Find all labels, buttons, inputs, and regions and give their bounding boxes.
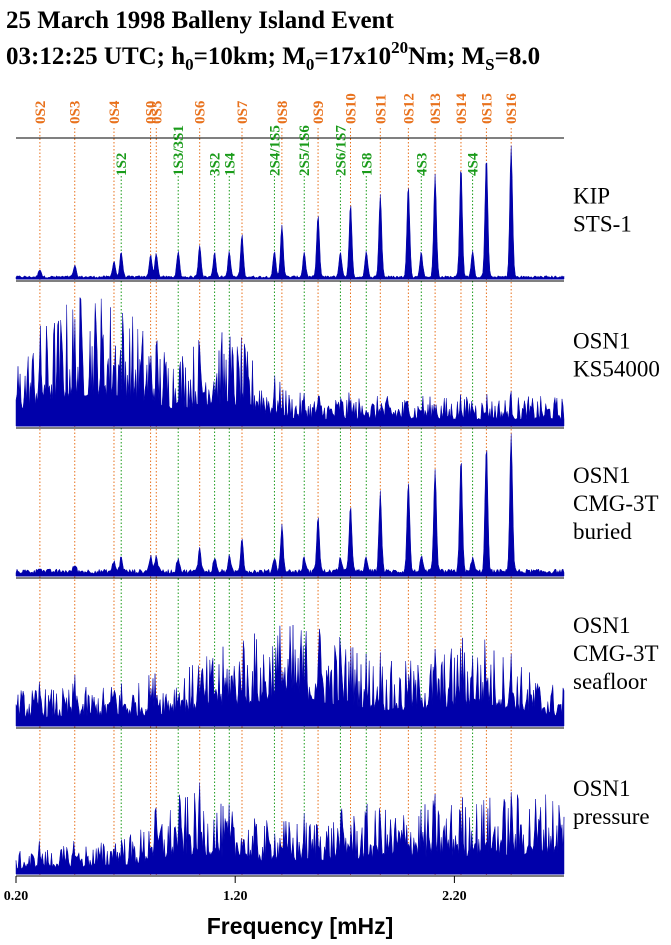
mode-label-1s4: 1S4 [222,152,238,176]
mode-label-1s3-3s1: 1S3/3S1 [171,125,187,176]
spectrum-buried [15,433,565,577]
mode-label-4s3: 4S3 [414,153,430,176]
panel-ks54000: OSN1 KS54000 [15,280,660,427]
panel-label-buried: buried [573,519,632,544]
mode-label-0s8: 0S8 [275,101,291,124]
mode-label-0s4: 0S4 [107,100,123,124]
panel-label-pressure: pressure [573,804,650,829]
mode-label-0s14: 0S14 [454,93,470,124]
x-tick-label: 2.20 [442,889,467,904]
spectrum-kip [15,145,565,280]
mode-label-1s2: 1S2 [114,153,130,176]
mode-label-0s13: 0S13 [428,93,444,124]
panel-label-ks54000: OSN1 [573,329,631,354]
x-axis: 0.20 1.20 2.20 [4,876,467,904]
panel-label-buried: CMG-3T [573,491,659,516]
mode-label-0s5: 0S5 [149,101,165,124]
panel-kip: KIP STS-1 [15,137,632,280]
mode-label-0s7: 0S7 [235,100,251,124]
mode-lines [39,128,512,876]
panel-pressure: OSN1 pressure [15,727,650,875]
panel-label-pressure: OSN1 [573,776,631,801]
spectrum-pressure [15,782,565,875]
panel-label-buried: OSN1 [573,463,631,488]
x-axis-label: Frequency [mHz] [207,913,394,939]
panel-label-seafloor: CMG-3T [573,641,659,666]
mode-label-3s2: 3S2 [208,153,224,176]
panel-label-seafloor: OSN1 [573,613,631,638]
spectrum-ks54000 [15,296,565,427]
panel-label-ks54000: KS54000 [573,357,660,382]
mode-label-0s9: 0S9 [311,101,327,124]
mode-label-0s10: 0S10 [343,93,359,124]
mode-label-4s4: 4S4 [466,152,482,176]
mode-label-0s0: 0S0 [144,101,160,124]
mode-label-0s15: 0S15 [479,93,495,124]
spectra-panels: KIP STS-1 OSN1 KS54000 OSN1 CMG-3T buried OSN1 C… [15,137,660,877]
x-tick-label: 0.20 [4,889,29,904]
mode-label-0s12: 0S12 [401,93,417,124]
mode-label-0s16: 0S16 [504,93,520,124]
panel-label-seafloor: seafloor [573,669,647,694]
mode-label-2s4-1s5: 2S4/1S5 [267,125,283,176]
panel-label-kip: STS-1 [573,212,632,237]
mode-label-0s3: 0S3 [68,101,84,124]
mode-label-2s5-1s6: 2S5/1S6 [297,125,313,176]
panel-label-kip: KIP [573,184,610,209]
panel-buried: OSN1 CMG-3T buried [15,427,659,577]
mode-label-0s11: 0S11 [373,94,389,124]
mode-label-0s6: 0S6 [193,100,209,124]
chart-title: 25 March 1998 Balleny Island Event [6,7,394,34]
mode-label-1s8: 1S8 [359,153,375,176]
spectrum-seafloor [15,624,565,727]
mode-label-2s6-1s7: 2S6/1S7 [333,125,349,176]
panel-seafloor: OSN1 CMG-3T seafloor [15,577,659,727]
mode-label-0s2: 0S2 [33,101,49,124]
x-tick-label: 1.20 [223,889,248,904]
chart-subtitle: 03:12:25 UTC; h0=10km; M0=17x1020Nm; MS=… [6,38,540,74]
